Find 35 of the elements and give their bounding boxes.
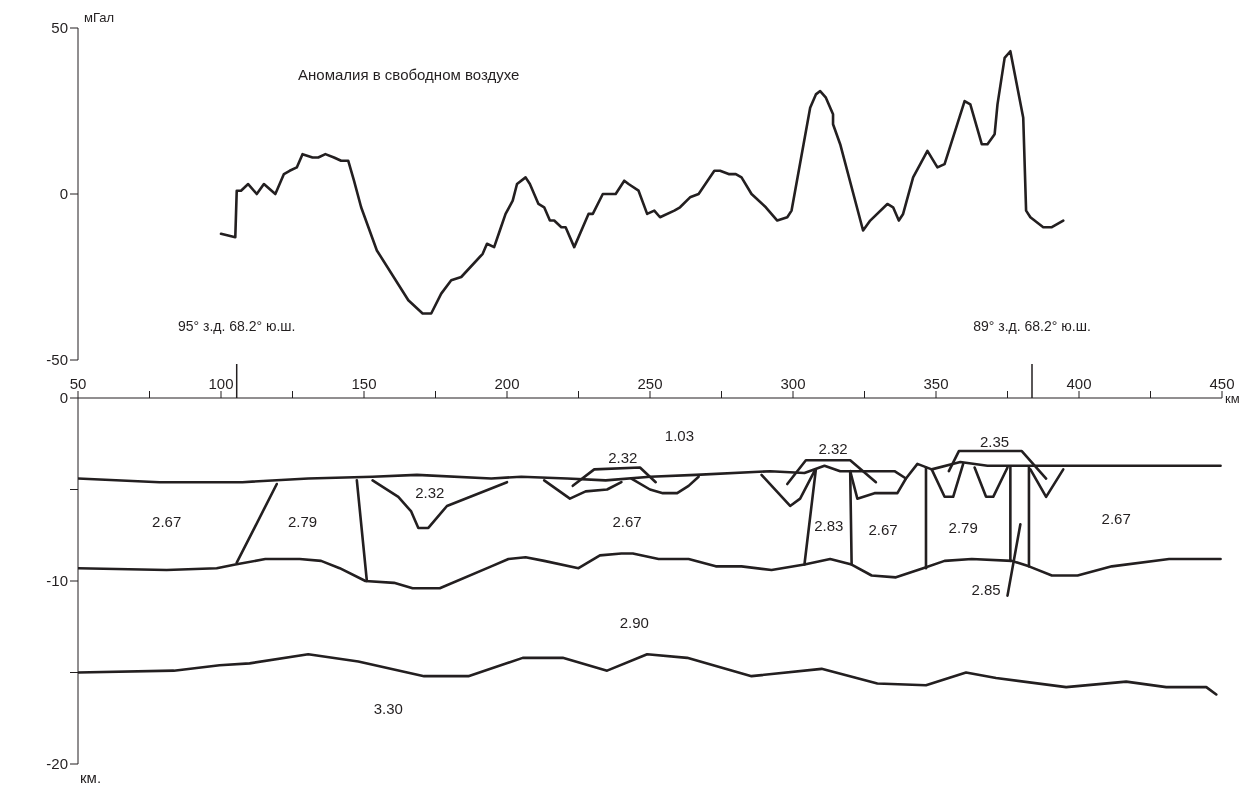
annotation: 2.32 xyxy=(415,484,445,501)
y-tick-label: -20 xyxy=(46,755,68,773)
annotation: 2.85 xyxy=(971,581,1001,598)
annotation: 3.30 xyxy=(373,700,403,717)
x-tick-label: 300 xyxy=(780,375,806,392)
annotation: 2.67 xyxy=(868,521,898,538)
annotation: 2.67 xyxy=(1101,510,1131,527)
x-tick-label: 400 xyxy=(1066,375,1092,392)
x-tick-label: 450 xyxy=(1209,375,1235,392)
annotation: 95° з.д. 68.2° ю.ш. xyxy=(177,318,296,334)
x-tick-label: 100 xyxy=(208,375,234,392)
annotation: 2.35 xyxy=(980,433,1010,450)
annotation: 89° з.д. 68.2° ю.ш. xyxy=(973,318,1091,334)
annotation: 2.79 xyxy=(948,519,978,536)
annotation: 2.67 xyxy=(612,513,642,530)
text: км. xyxy=(80,769,102,786)
y-tick-label: 50 xyxy=(51,19,68,37)
x-tick-label: 150 xyxy=(351,375,377,392)
annotation: 2.32 xyxy=(818,440,848,457)
y-tick-label: 0 xyxy=(59,185,68,203)
y-tick-label: -10 xyxy=(46,572,68,590)
annotation: 2.79 xyxy=(287,513,318,530)
text: Аномалия в свободном воздухе xyxy=(298,66,520,83)
annotation: 2.83 xyxy=(814,517,844,534)
x-axis-title: км xyxy=(1225,391,1240,406)
x-tick-label: 350 xyxy=(923,375,949,392)
annotation: 2.32 xyxy=(608,449,638,466)
annotation: 2.90 xyxy=(619,614,649,631)
y-tick-label: -50 xyxy=(46,351,68,369)
y-tick-label: 0 xyxy=(59,389,68,407)
y-axis-title: мГал xyxy=(84,10,115,25)
annotation: 1.03 xyxy=(664,427,694,444)
x-tick-label: 200 xyxy=(494,375,520,392)
annotation: 2.67 xyxy=(152,513,182,530)
x-tick-label: 250 xyxy=(637,375,663,392)
